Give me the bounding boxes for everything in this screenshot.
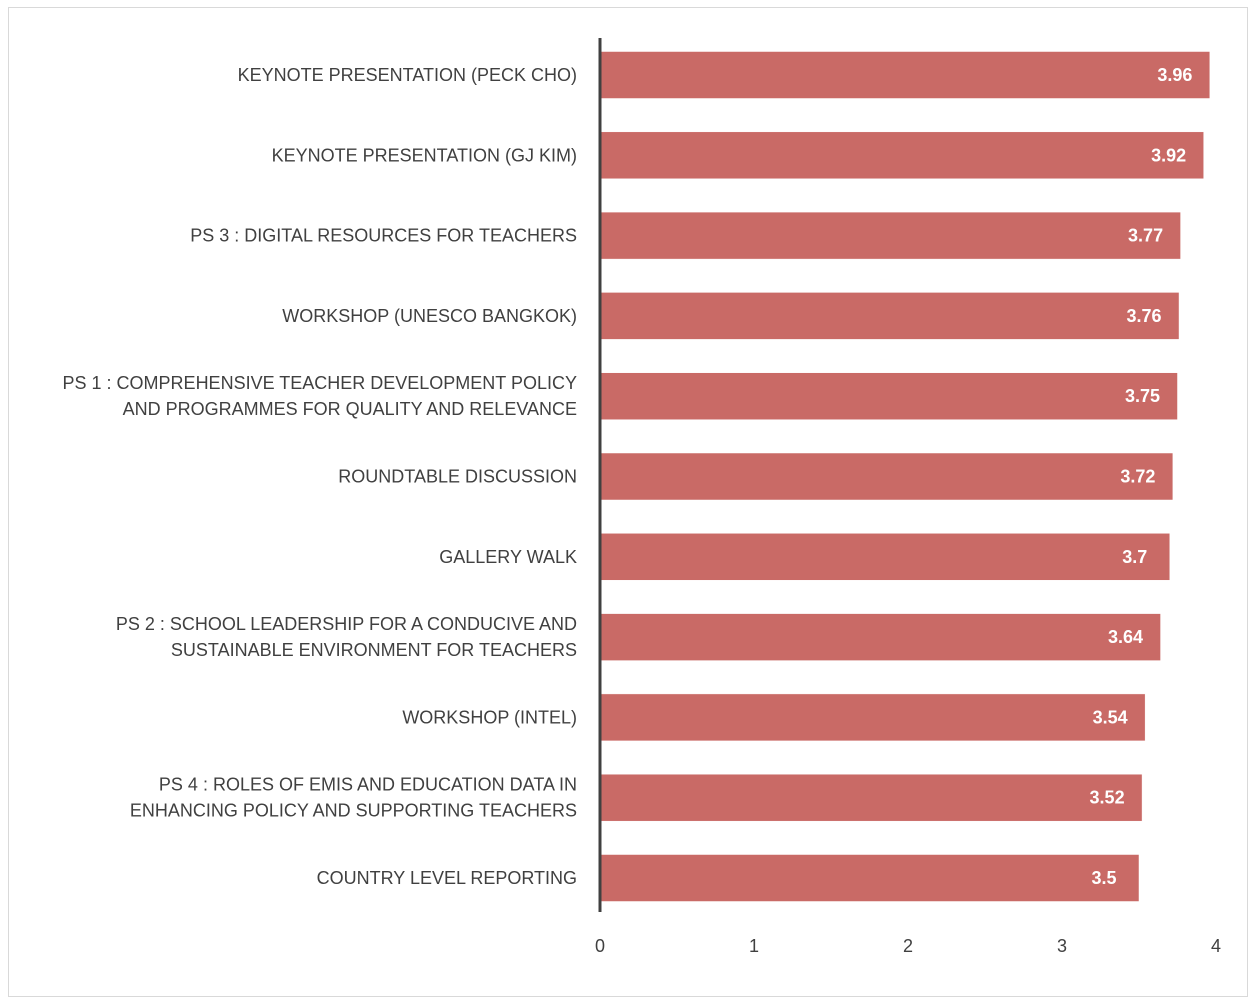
bar (599, 693, 1146, 742)
data-label: 3.77 (1128, 226, 1163, 246)
data-label: 3.7 (1122, 547, 1147, 567)
category-label: PS 3 : DIGITAL RESOURCES FOR TEACHERS (190, 226, 577, 246)
x-tick-label: 1 (749, 936, 759, 956)
x-tick-label: 0 (595, 936, 605, 956)
category-label: COUNTRY LEVEL REPORTING (317, 868, 577, 888)
data-label: 3.96 (1157, 65, 1192, 85)
bar (599, 292, 1180, 340)
data-label: 3.92 (1151, 145, 1186, 165)
bar (599, 773, 1143, 822)
data-label: 3.72 (1120, 467, 1155, 487)
category-label: KEYNOTE PRESENTATION (GJ KIM) (272, 145, 577, 165)
category-label: ROUNDTABLE DISCUSSION (338, 467, 577, 487)
bar (599, 854, 1140, 902)
bar (599, 613, 1161, 661)
bar (599, 452, 1174, 501)
category-label: SUSTAINABLE ENVIRONMENT FOR TEACHERS (171, 640, 577, 660)
category-label: WORKSHOP (INTEL) (402, 707, 577, 727)
bar (599, 533, 1171, 581)
data-label: 3.5 (1091, 868, 1116, 888)
x-tick-label: 3 (1057, 936, 1067, 956)
category-label: ENHANCING POLICY AND SUPPORTING TEACHERS (130, 801, 577, 821)
x-tick-label: 4 (1211, 936, 1221, 956)
category-label: PS 2 : SCHOOL LEADERSHIP FOR A CONDUCIVE… (116, 614, 577, 634)
category-label: KEYNOTE PRESENTATION (PECK CHO) (238, 65, 577, 85)
bar (599, 372, 1178, 420)
category-label: PS 4 : ROLES OF EMIS AND EDUCATION DATA … (159, 775, 577, 795)
data-label: 3.54 (1093, 707, 1128, 727)
bar (599, 211, 1181, 260)
category-label: GALLERY WALK (439, 547, 577, 567)
category-label: AND PROGRAMMES FOR QUALITY AND RELEVANCE (123, 399, 577, 419)
bar (599, 131, 1204, 180)
bar (599, 51, 1211, 99)
data-label: 3.64 (1108, 627, 1143, 647)
data-label: 3.76 (1127, 306, 1162, 326)
category-label: WORKSHOP (UNESCO BANGKOK) (282, 306, 577, 326)
x-tick-label: 2 (903, 936, 913, 956)
data-label: 3.75 (1125, 386, 1160, 406)
data-label: 3.52 (1090, 788, 1125, 808)
bar-chart: 3.96 KEYNOTE PRESENTATION (PECK CHO) 3.92 K… (63, 38, 1221, 956)
category-label: PS 1 : COMPREHENSIVE TEACHER DEVELOPMENT… (63, 373, 577, 393)
